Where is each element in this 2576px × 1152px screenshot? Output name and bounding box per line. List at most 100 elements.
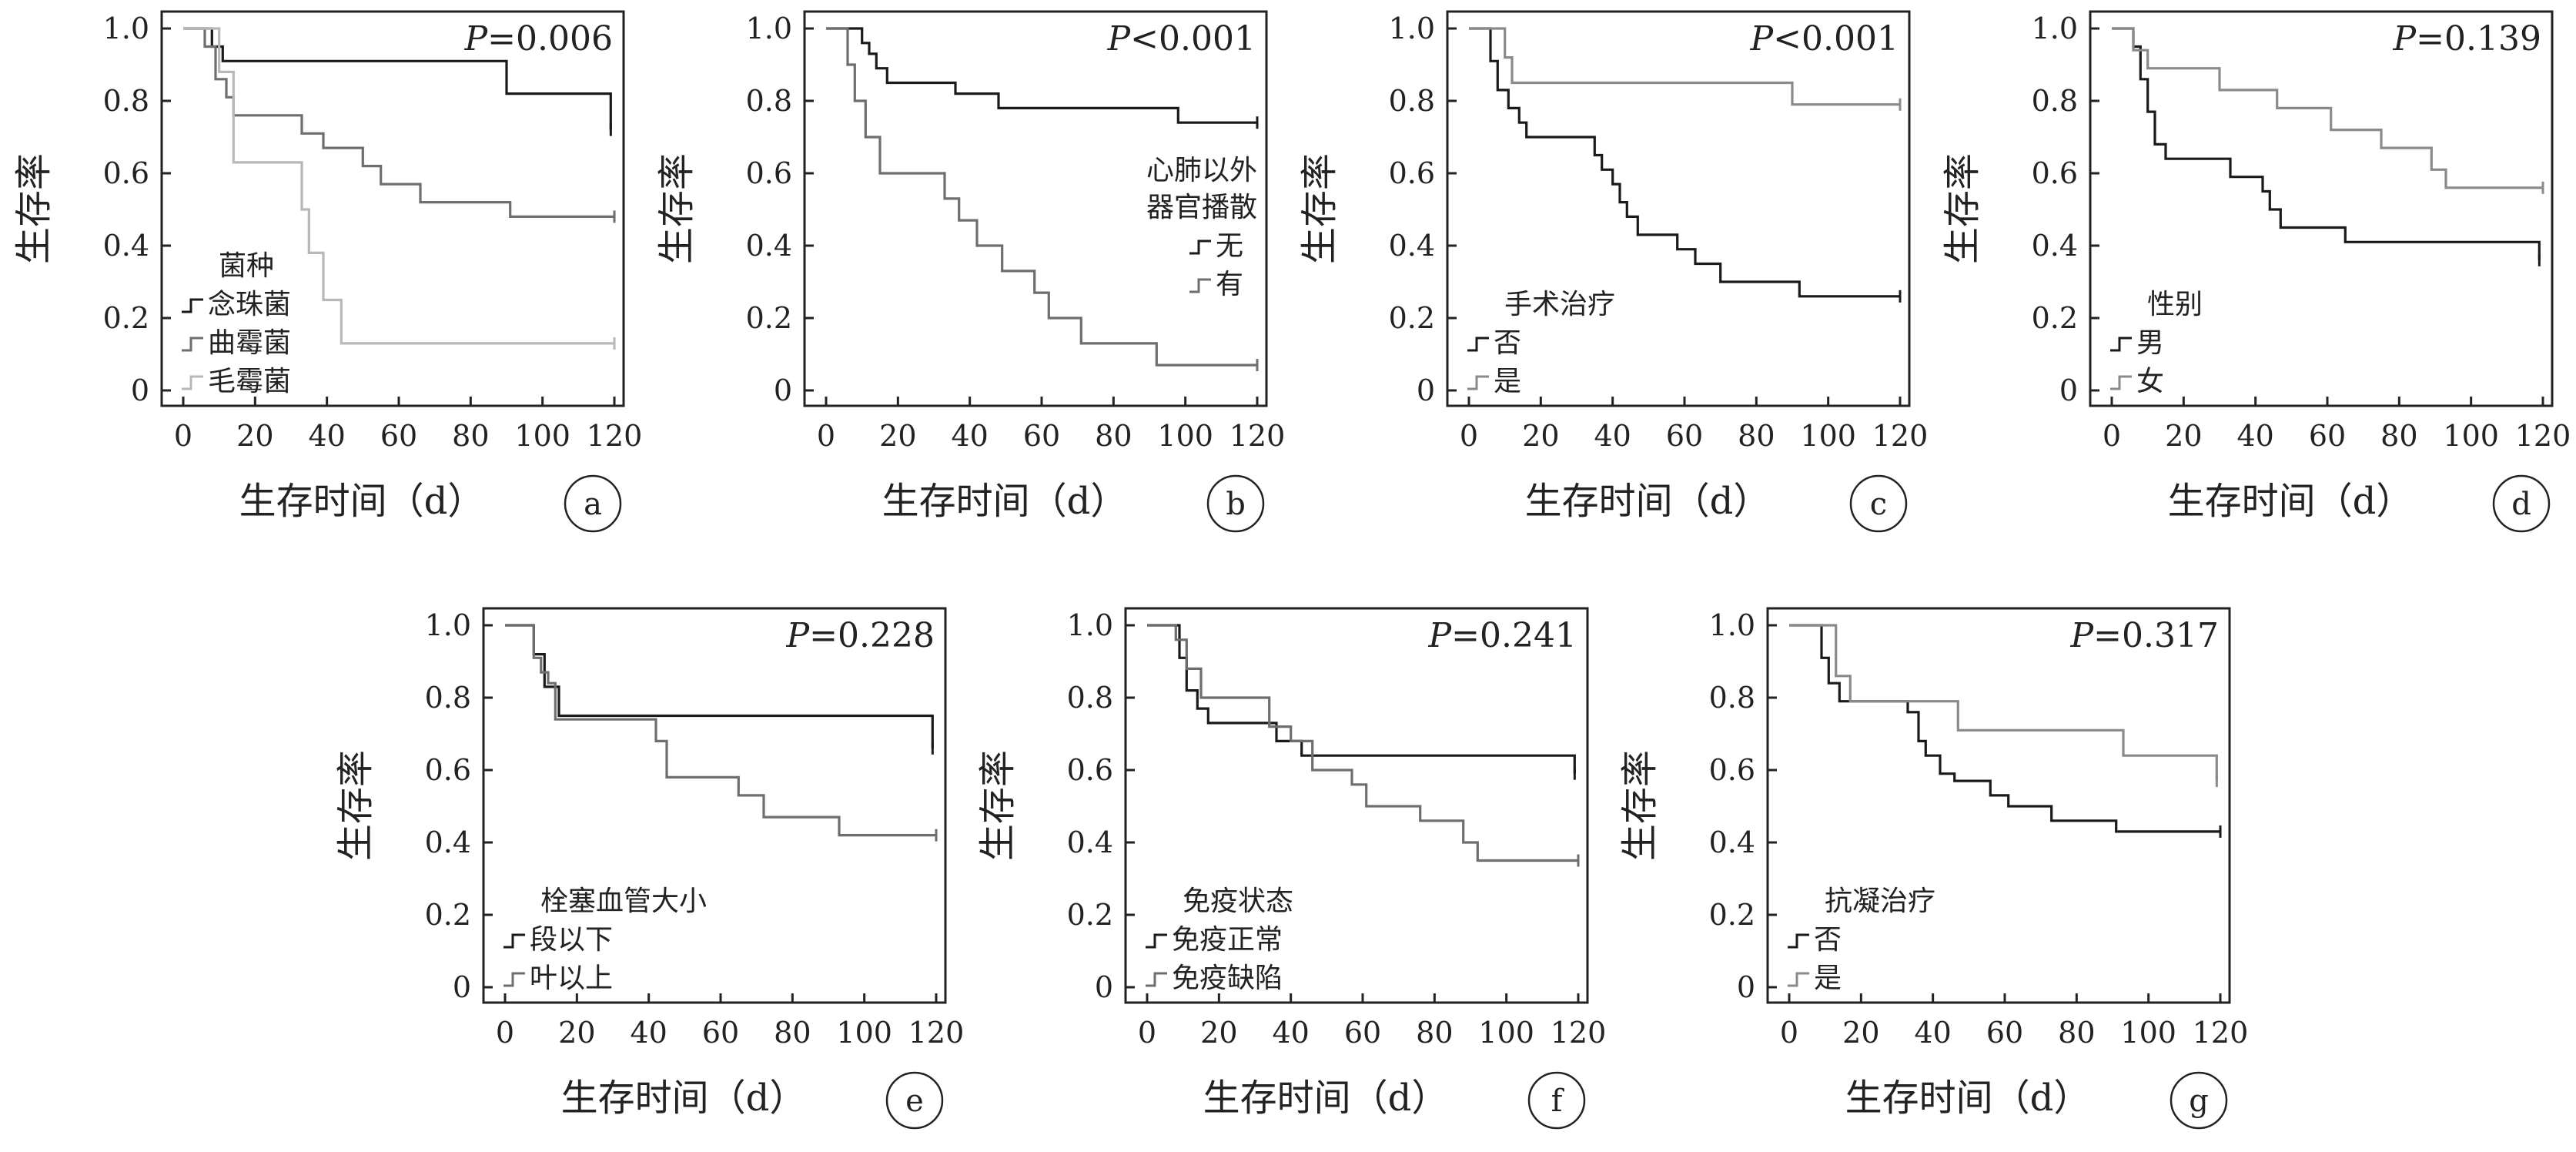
y-tick-label: 0.6 <box>746 156 792 190</box>
x-tick-label: 0 <box>1780 1016 1798 1050</box>
legend-swatch <box>1467 375 1489 390</box>
x-tick-label: 120 <box>587 419 643 453</box>
x-tick-label: 120 <box>1551 1016 1607 1050</box>
legend-label: 曲霉菌 <box>208 327 291 359</box>
legend-label: 免疫正常 <box>1172 924 1283 956</box>
y-tick-label: 0.2 <box>2032 301 2078 335</box>
km-panel-b: 1.0 0.8 0.6 0.4 0.2 00 20 40 60 80 100 120 P<0.001 生存… <box>655 10 1285 533</box>
legend-title: 菌种 <box>219 250 274 282</box>
km-panel-c: 1.0 0.8 0.6 0.4 0.2 00 20 40 60 80 100 120 P<0.001 生存… <box>1298 10 1929 533</box>
x-tick-label: 100 <box>836 1016 892 1050</box>
panel-letter: c <box>1870 487 1887 522</box>
legend-swatch <box>2110 337 2132 352</box>
x-tick-label: 40 <box>2236 419 2273 453</box>
legend-label: 念珠菌 <box>208 289 291 320</box>
panel-letter-circle <box>2492 474 2551 533</box>
x-tick-label: 20 <box>1842 1016 1879 1050</box>
x-axis-label: 生存时间（d） <box>1203 1077 1449 1120</box>
y-tick-label: 1.0 <box>2032 12 2078 45</box>
p-value-symbol: P <box>1428 616 1453 655</box>
y-axis-label: 生存率 <box>655 153 698 264</box>
y-tick-label: 0.2 <box>746 301 792 335</box>
legend-title: 心肺以外 <box>1146 155 1257 186</box>
y-tick-label: 1.0 <box>425 608 471 642</box>
plot-frame <box>160 10 625 407</box>
x-tick-label: 120 <box>908 1016 965 1050</box>
y-axis-label: 生存率 <box>1941 153 1984 264</box>
legend-label: 无 <box>1216 230 1243 262</box>
p-value: P<0.001 <box>1107 19 1256 59</box>
x-axis-label: 生存时间（d） <box>882 480 1128 523</box>
y-tick-label: 0.2 <box>1389 301 1435 335</box>
panel-letter-circle <box>1206 474 1265 533</box>
y-tick-label: 0.6 <box>1389 156 1435 190</box>
y-tick-label: 1.0 <box>103 12 149 45</box>
legend-swatch <box>182 298 203 313</box>
p-value: P<0.001 <box>1750 19 1899 59</box>
x-tick-label: 60 <box>380 419 417 453</box>
p-value: P=0.006 <box>464 19 613 59</box>
x-tick-label: 100 <box>1157 419 1213 453</box>
legend-swatch <box>1146 972 1167 987</box>
panel-letter: f <box>1551 1083 1565 1119</box>
y-axis-label: 生存率 <box>1618 750 1661 861</box>
legend-title-line2: 器官播散 <box>1146 192 1257 223</box>
series-line-1 <box>2112 27 2541 260</box>
x-tick-label: 60 <box>2309 419 2346 453</box>
legend-swatch <box>182 375 203 390</box>
y-tick-label: 0.2 <box>1067 898 1113 932</box>
p-value: P=0.139 <box>2393 19 2541 59</box>
y-tick-label: 0 <box>774 373 792 407</box>
p-value-number: =0.139 <box>2416 19 2541 59</box>
y-tick-label: 0.8 <box>746 84 792 118</box>
x-tick-label: 40 <box>308 419 345 453</box>
legend-label: 否 <box>1814 924 1842 956</box>
x-tick-label: 40 <box>1594 419 1631 453</box>
x-tick-label: 100 <box>1478 1016 1534 1050</box>
x-tick-label: 40 <box>951 419 988 453</box>
plot-frame <box>1446 10 1911 407</box>
p-value-symbol: P <box>2393 19 2417 59</box>
km-panel-g: 1.0 0.8 0.6 0.4 0.2 00 20 40 60 80 100 120 P=0.317 生存… <box>1618 607 2249 1130</box>
x-tick-label: 0 <box>817 419 835 453</box>
y-tick-label: 0 <box>131 373 149 407</box>
panel-letter: a <box>584 487 602 522</box>
legend-swatch <box>1189 239 1211 255</box>
y-tick-label: 1.0 <box>1709 608 1755 642</box>
p-value-number: <0.001 <box>1773 19 1899 59</box>
legend-swatch <box>182 337 203 352</box>
y-tick-label: 0.4 <box>1709 825 1755 859</box>
x-tick-label: 80 <box>1738 419 1775 453</box>
x-axis-label: 生存时间（d） <box>1525 480 1771 523</box>
x-tick-label: 120 <box>2515 419 2571 453</box>
y-tick-label: 0 <box>453 970 471 1004</box>
y-tick-label: 0.6 <box>1709 753 1755 787</box>
y-axis-label: 生存率 <box>12 153 55 264</box>
y-tick-label: 0.2 <box>103 301 149 335</box>
x-tick-label: 120 <box>1872 419 1929 453</box>
x-tick-label: 60 <box>1986 1016 2023 1050</box>
x-tick-label: 120 <box>2193 1016 2249 1050</box>
p-value-number: =0.228 <box>809 616 935 655</box>
y-tick-label: 1.0 <box>1389 12 1435 45</box>
x-tick-label: 80 <box>1416 1016 1453 1050</box>
x-axis-label: 生存时间（d） <box>561 1077 807 1120</box>
series-line-1 <box>1789 624 2220 833</box>
x-tick-label: 20 <box>1200 1016 1237 1050</box>
legend-label: 毛霉菌 <box>208 366 291 397</box>
x-tick-label: 20 <box>558 1016 595 1050</box>
x-tick-label: 80 <box>1095 419 1132 453</box>
x-tick-label: 0 <box>1460 419 1478 453</box>
legend-swatch <box>1788 972 1809 987</box>
x-tick-label: 0 <box>174 419 192 453</box>
p-value: P=0.228 <box>786 616 935 655</box>
y-tick-label: 0.4 <box>425 825 471 859</box>
p-value-symbol: P <box>2070 616 2095 655</box>
legend-label: 免疫缺陷 <box>1172 963 1283 994</box>
series-line-1 <box>183 27 612 130</box>
x-tick-label: 40 <box>630 1016 667 1050</box>
legend-label: 男 <box>2136 327 2164 359</box>
y-tick-label: 0.8 <box>1709 681 1755 715</box>
x-tick-label: 60 <box>1344 1016 1381 1050</box>
series-line-1 <box>1469 27 1900 298</box>
